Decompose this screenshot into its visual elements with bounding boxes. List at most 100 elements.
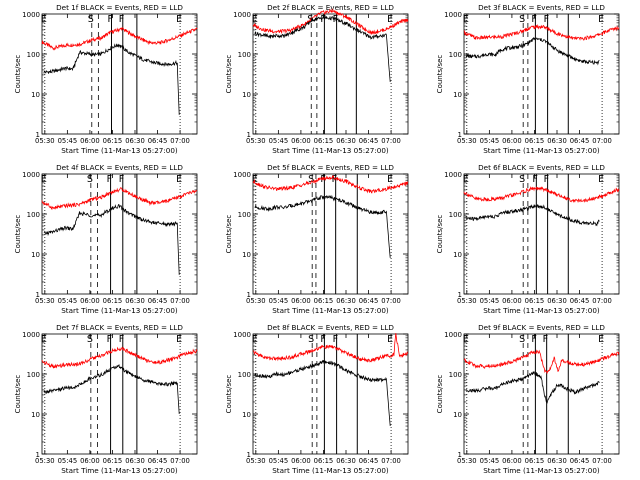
x-tick-label: 06:30	[125, 137, 145, 145]
y-tick-label: 100	[449, 211, 462, 219]
y-tick-label: 1000	[22, 171, 40, 179]
x-tick-label: 06:30	[336, 457, 356, 465]
x-tick-label: 06:00	[291, 297, 311, 305]
chart-panel-9: Det 9f BLACK = Events, RED = LLD 1 10 100 10…	[436, 323, 620, 475]
x-tick-label: 05:30	[246, 297, 266, 305]
y-tick-label: 1	[36, 451, 40, 459]
x-tick-label: 06:45	[148, 297, 168, 305]
x-tick-label: 05:30	[246, 457, 266, 465]
chart-title: Det 7f BLACK = Events, RED = LLD	[56, 323, 183, 332]
x-tick-label: 05:30	[457, 297, 477, 305]
y-tick-label: 100	[238, 211, 251, 219]
x-tick-label: 06:30	[125, 457, 145, 465]
series-line-lld	[464, 349, 620, 374]
x-tick-label: 06:30	[336, 137, 356, 145]
plot-frame	[252, 173, 409, 295]
y-axis-label: Counts/sec	[225, 375, 233, 414]
event-marker-label: F	[119, 14, 124, 25]
series-line-events	[254, 359, 391, 427]
y-axis-label: Counts/sec	[14, 375, 22, 414]
y-tick-label: 100	[27, 211, 40, 219]
event-marker-label: F	[532, 174, 537, 185]
event-marker-label: E	[176, 174, 182, 185]
x-tick-label: 07:00	[592, 297, 612, 305]
x-tick-label: 06:00	[291, 137, 311, 145]
x-tick-label: 06:00	[291, 457, 311, 465]
event-marker-label: F	[119, 334, 124, 345]
chart-title: Det 1f BLACK = Events, RED = LLD	[56, 3, 183, 12]
event-marker-label: F	[544, 14, 549, 25]
x-axis-label: Start Time (11-Mar-13 05:27:00)	[483, 466, 600, 475]
y-tick-label: 1	[458, 291, 462, 299]
y-tick-label: 10	[453, 91, 462, 99]
chart-title: Det 3f BLACK = Events, RED = LLD	[478, 3, 605, 12]
x-tick-label: 06:45	[570, 297, 590, 305]
event-marker-label: F	[108, 14, 113, 25]
event-marker-label: S	[308, 334, 314, 345]
event-marker-label: E	[598, 174, 604, 185]
x-axis-label: Start Time (11-Mar-13 05:27:00)	[272, 306, 389, 315]
y-tick-label: 1000	[444, 171, 462, 179]
event-marker-label: F	[320, 334, 325, 345]
x-axis-label: Start Time (11-Mar-13 05:27:00)	[272, 146, 389, 155]
y-tick-label: 10	[242, 91, 251, 99]
chart-panel-5: Det 5f BLACK = Events, RED = LLD 1 10 100 10…	[225, 163, 409, 315]
event-marker-label: E	[387, 334, 393, 345]
event-marker-label: E	[463, 174, 469, 185]
plot-frame	[41, 173, 198, 295]
x-tick-label: 05:45	[58, 297, 78, 305]
x-tick-label: 05:30	[457, 137, 477, 145]
event-marker-label: E	[176, 14, 182, 25]
y-tick-label: 100	[27, 51, 40, 59]
x-tick-label: 06:30	[125, 297, 145, 305]
plot-frame	[41, 13, 198, 135]
x-axis-label: Start Time (11-Mar-13 05:27:00)	[483, 146, 600, 155]
x-tick-label: 06:00	[502, 457, 522, 465]
y-tick-label: 1	[458, 131, 462, 139]
plot-frame	[252, 333, 409, 455]
event-marker-label: E	[598, 14, 604, 25]
series-line-lld	[252, 333, 408, 363]
series-line-events	[465, 203, 600, 227]
y-tick-label: 100	[238, 371, 251, 379]
x-tick-label: 05:30	[246, 137, 266, 145]
event-marker-label: S	[308, 174, 314, 185]
event-marker-label: E	[41, 14, 47, 25]
series-line-events	[465, 370, 600, 404]
series-line-lld	[463, 186, 620, 203]
x-axis-label: Start Time (11-Mar-13 05:27:00)	[61, 306, 178, 315]
y-tick-label: 10	[31, 251, 40, 259]
y-axis-label: Counts/sec	[225, 55, 233, 94]
event-marker-label: F	[531, 14, 536, 25]
y-axis-label: Counts/sec	[436, 55, 444, 94]
event-marker-label: F	[119, 174, 124, 185]
x-tick-label: 07:00	[170, 137, 190, 145]
x-tick-label: 06:30	[547, 297, 567, 305]
x-tick-label: 06:00	[80, 137, 100, 145]
event-marker-label: S	[88, 14, 94, 25]
y-tick-label: 1	[36, 291, 40, 299]
series-line-lld	[41, 346, 198, 369]
y-tick-label: 1	[247, 131, 251, 139]
event-marker-label: F	[531, 334, 536, 345]
series-line-events	[43, 363, 180, 415]
y-tick-label: 1000	[233, 331, 251, 339]
x-tick-label: 06:15	[314, 297, 334, 305]
x-tick-label: 06:15	[525, 457, 545, 465]
event-marker-label: E	[463, 334, 469, 345]
chart-panel-3: Det 3f BLACK = Events, RED = LLD 1 10 100 10…	[436, 3, 620, 155]
x-tick-label: 05:30	[35, 137, 55, 145]
y-axis-label: Counts/sec	[14, 215, 22, 254]
event-marker-label: E	[176, 334, 182, 345]
y-tick-label: 1000	[233, 11, 251, 19]
x-tick-label: 07:00	[592, 457, 612, 465]
event-marker-label: F	[333, 14, 338, 25]
series-line-lld	[252, 175, 409, 194]
x-tick-label: 05:45	[58, 137, 78, 145]
y-tick-label: 1000	[233, 171, 251, 179]
event-marker-label: F	[107, 334, 112, 345]
x-tick-label: 05:45	[269, 137, 289, 145]
series-line-lld	[41, 187, 198, 211]
event-marker-label: E	[252, 174, 258, 185]
y-tick-label: 1	[458, 451, 462, 459]
